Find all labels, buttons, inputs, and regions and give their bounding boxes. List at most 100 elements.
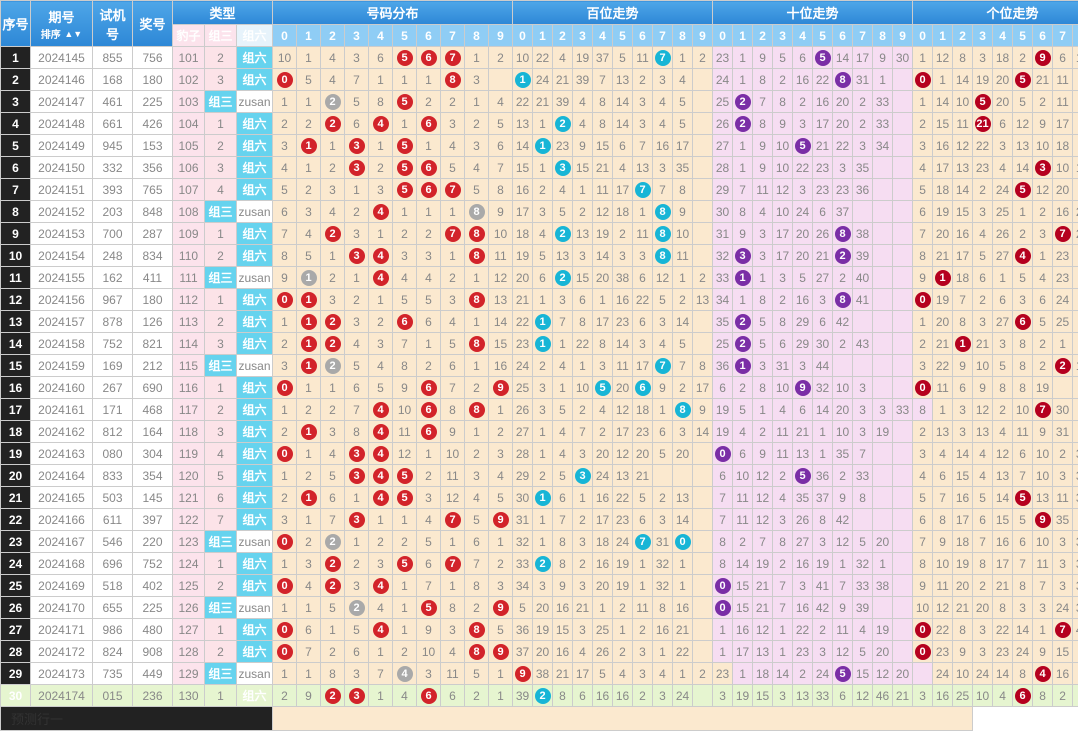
digit-col-8-nums: 8 <box>465 25 489 47</box>
numdist-cell-6: 6 <box>417 179 441 201</box>
row-jianghao: 848 <box>133 201 173 223</box>
shiwei-cell-0: 23 <box>713 47 733 69</box>
shiwei-cell-4: 16 <box>793 69 813 91</box>
numdist-cell-3: 3 <box>345 575 369 597</box>
numdist-cell-4: 1 <box>369 641 393 663</box>
baiwei-cell-7: 9 <box>653 377 673 399</box>
numdist-cell-1: 1 <box>297 157 321 179</box>
shiwei-cell-3: 2 <box>773 553 793 575</box>
numdist-cell-1: 1 <box>297 355 321 377</box>
numdist-cell-4: 7 <box>369 663 393 685</box>
baiwei-cell-3: 4 <box>573 91 593 113</box>
numdist-cell-2: 1 <box>321 245 345 267</box>
numdist-cell-6: 3 <box>417 663 441 685</box>
row-shijihao: 661 <box>93 113 133 135</box>
baiwei-cell-8: 11 <box>673 245 693 267</box>
baiwei-cell-3: 1 <box>573 487 593 509</box>
numdist-cell-5: 12 <box>393 443 417 465</box>
row-zusan: 5 <box>205 465 237 487</box>
gewei-cell-6: 19 <box>1033 377 1053 399</box>
gewei-cell-1: 14 <box>933 91 953 113</box>
gewei-cell-4: 4 <box>993 157 1013 179</box>
row-shijihao: 518 <box>93 575 133 597</box>
row-seq: 26 <box>1 597 31 619</box>
row-seq: 13 <box>1 311 31 333</box>
shiwei-cell-1: 3 <box>733 245 753 267</box>
row-jianghao: 834 <box>133 245 173 267</box>
gewei-cell-2: 25 <box>953 685 973 707</box>
baiwei-cell-3: 5 <box>593 663 613 685</box>
baiwei-cell-9: 2 <box>693 267 713 289</box>
gewei-cell-6: 9 <box>1033 47 1053 69</box>
shiwei-cell-4: 13 <box>793 685 813 707</box>
row-zusan: 组三 <box>205 267 237 289</box>
row-jianghao: 402 <box>133 575 173 597</box>
row-seq: 6 <box>1 157 31 179</box>
baiwei-cell-5: 2 <box>613 223 633 245</box>
numdist-cell-9: 1 <box>489 399 513 421</box>
gewei-cell-7: 15 <box>1053 641 1073 663</box>
baiwei-cell-3: 15 <box>573 157 593 179</box>
row-jianghao: 449 <box>133 663 173 685</box>
numdist-cell-6: 6 <box>417 377 441 399</box>
sort-icon[interactable]: ▲▼ <box>64 30 82 39</box>
row-zusan: 2 <box>205 245 237 267</box>
row-zuliu: 组六 <box>237 465 273 487</box>
numdist-cell-3: 3 <box>345 47 369 69</box>
shiwei-cell-1: 2 <box>733 531 753 553</box>
numdist-cell-6: 6 <box>417 421 441 443</box>
numdist-cell-9: 15 <box>489 333 513 355</box>
gewei-cell-7: 3 <box>1053 553 1073 575</box>
baiwei-cell-1: 1 <box>533 509 553 531</box>
row-shijihao: 855 <box>93 47 133 69</box>
gewei-cell-5: 6 <box>1013 311 1033 333</box>
baiwei-cell-3: 2 <box>573 509 593 531</box>
gewei-cell-0: 0 <box>913 641 933 663</box>
shiwei-cell-5: 6 <box>813 311 833 333</box>
digit-col-5-bw: 5 <box>613 25 633 47</box>
baiwei-cell-9: 9 <box>693 399 713 421</box>
numdist-cell-0: 1 <box>273 597 297 619</box>
baiwei-cell-0: 30 <box>513 487 533 509</box>
gewei-cell-7: 1 <box>1053 333 1073 355</box>
gewei-cell-2: 12 <box>953 135 973 157</box>
numdist-cell-3: 3 <box>345 685 369 707</box>
shiwei-cell-3: 3 <box>773 509 793 531</box>
row-seq: 28 <box>1 641 31 663</box>
gewei-cell-6: 2 <box>1033 201 1053 223</box>
row-baozi: 129 <box>173 663 205 685</box>
shiwei-cell-4: 13 <box>793 443 813 465</box>
numdist-cell-4: 8 <box>369 91 393 113</box>
